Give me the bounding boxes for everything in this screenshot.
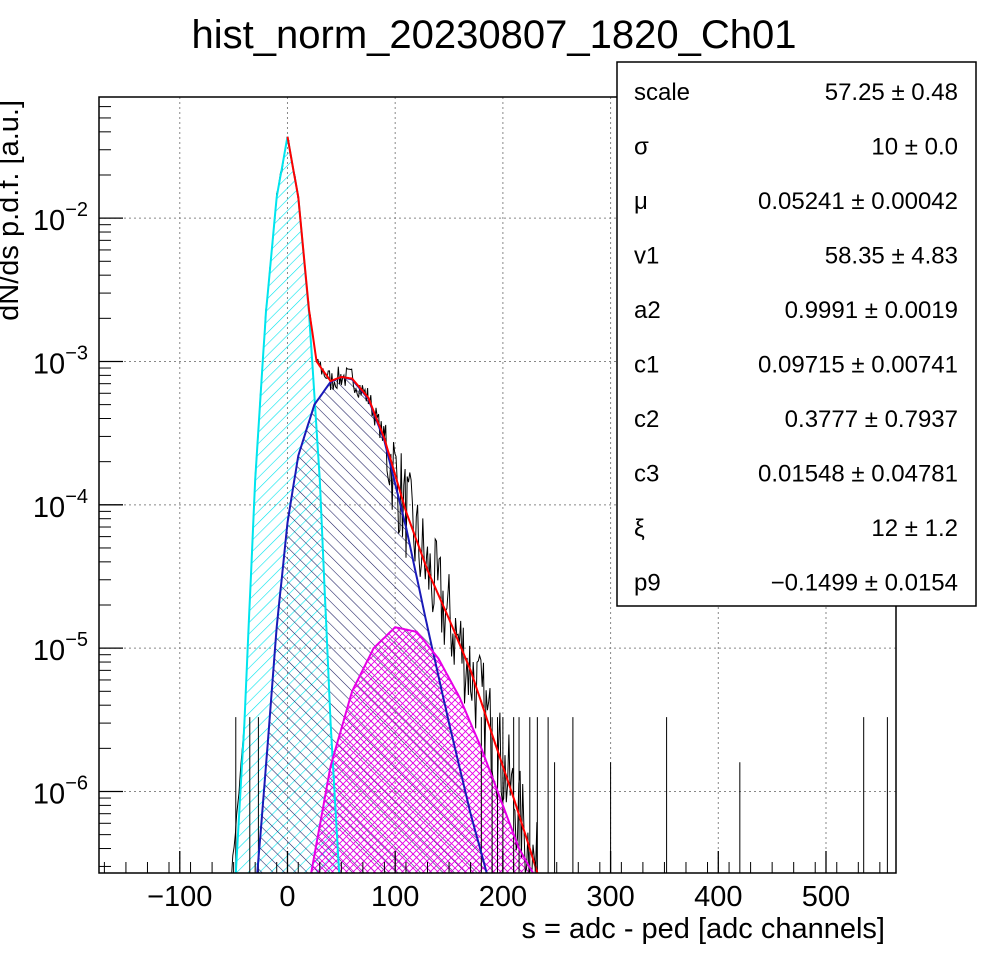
stat-param-name: scale	[634, 79, 690, 106]
stat-param-name: μ	[634, 188, 648, 215]
x-tick-label: 200	[479, 881, 527, 913]
chart-title: hist_norm_20230807_1820_Ch01	[192, 13, 797, 57]
stat-param-name: c3	[634, 461, 659, 488]
y-tick-base: 10	[33, 635, 65, 667]
x-tick-label: 300	[586, 881, 634, 913]
y-tick-base: 10	[33, 205, 65, 237]
stat-param-value: 0.3777 ± 0.7937	[785, 406, 958, 433]
stat-param-value: 0.05241 ± 0.00042	[758, 188, 958, 215]
stat-param-name: c1	[634, 352, 659, 379]
y-tick-exponent: −5	[65, 629, 88, 651]
y-tick-exponent: −6	[65, 772, 88, 794]
stat-param-value: −0.1499 ± 0.0154	[771, 570, 958, 597]
stat-param-name: p9	[634, 570, 661, 597]
y-tick-label: 10−5	[33, 629, 88, 667]
y-tick-label: 10−2	[33, 199, 88, 237]
stat-param-value: 0.01548 ± 0.04781	[758, 461, 958, 488]
x-tick-label: −100	[147, 881, 212, 913]
y-tick-base: 10	[33, 348, 65, 380]
y-tick-base: 10	[33, 492, 65, 524]
plot-area	[231, 136, 888, 873]
y-tick-label: 10−4	[33, 486, 88, 524]
x-tick-label: 0	[279, 881, 295, 913]
fit-stats-box: scale 57.25 ± 0.48 σ 10 ± 0.0 μ 0.05241 ± 0.0…	[616, 61, 977, 607]
y-tick-exponent: −2	[65, 199, 88, 221]
y-tick-base: 10	[33, 778, 65, 810]
y-tick-label: 10−6	[33, 772, 88, 810]
magenta-fit-curve	[310, 626, 534, 873]
stat-param-name: v1	[634, 243, 659, 270]
total-fit-curve	[286, 136, 539, 873]
stat-param-name: ξ	[634, 515, 645, 542]
stat-param-value: 0.09715 ± 0.00741	[758, 352, 958, 379]
magenta-peak-fill	[311, 627, 533, 873]
y-tick-exponent: −3	[65, 342, 88, 364]
x-tick-label: 100	[371, 881, 419, 913]
y-tick-exponent: −4	[65, 486, 88, 508]
stat-param-name: a2	[634, 297, 661, 324]
stat-param-value: 10 ± 0.0	[871, 134, 958, 161]
stats-box-frame	[616, 61, 977, 607]
stat-param-value: 0.9991 ± 0.0019	[785, 297, 958, 324]
stat-param-name: σ	[634, 134, 649, 161]
x-tick-label: 500	[802, 881, 850, 913]
stat-param-value: 12 ± 1.2	[871, 515, 958, 542]
y-tick-label: 10−3	[33, 342, 88, 380]
x-tick-label: 400	[694, 881, 742, 913]
y-axis-label: dN/ds p.d.f. [a.u.]	[0, 100, 25, 321]
stat-param-value: 58.35 ± 4.83	[825, 243, 958, 270]
stat-param-name: c2	[634, 406, 659, 433]
stat-param-value: 57.25 ± 0.48	[825, 79, 958, 106]
x-axis-label: s = adc - ped [adc channels]	[521, 913, 885, 945]
